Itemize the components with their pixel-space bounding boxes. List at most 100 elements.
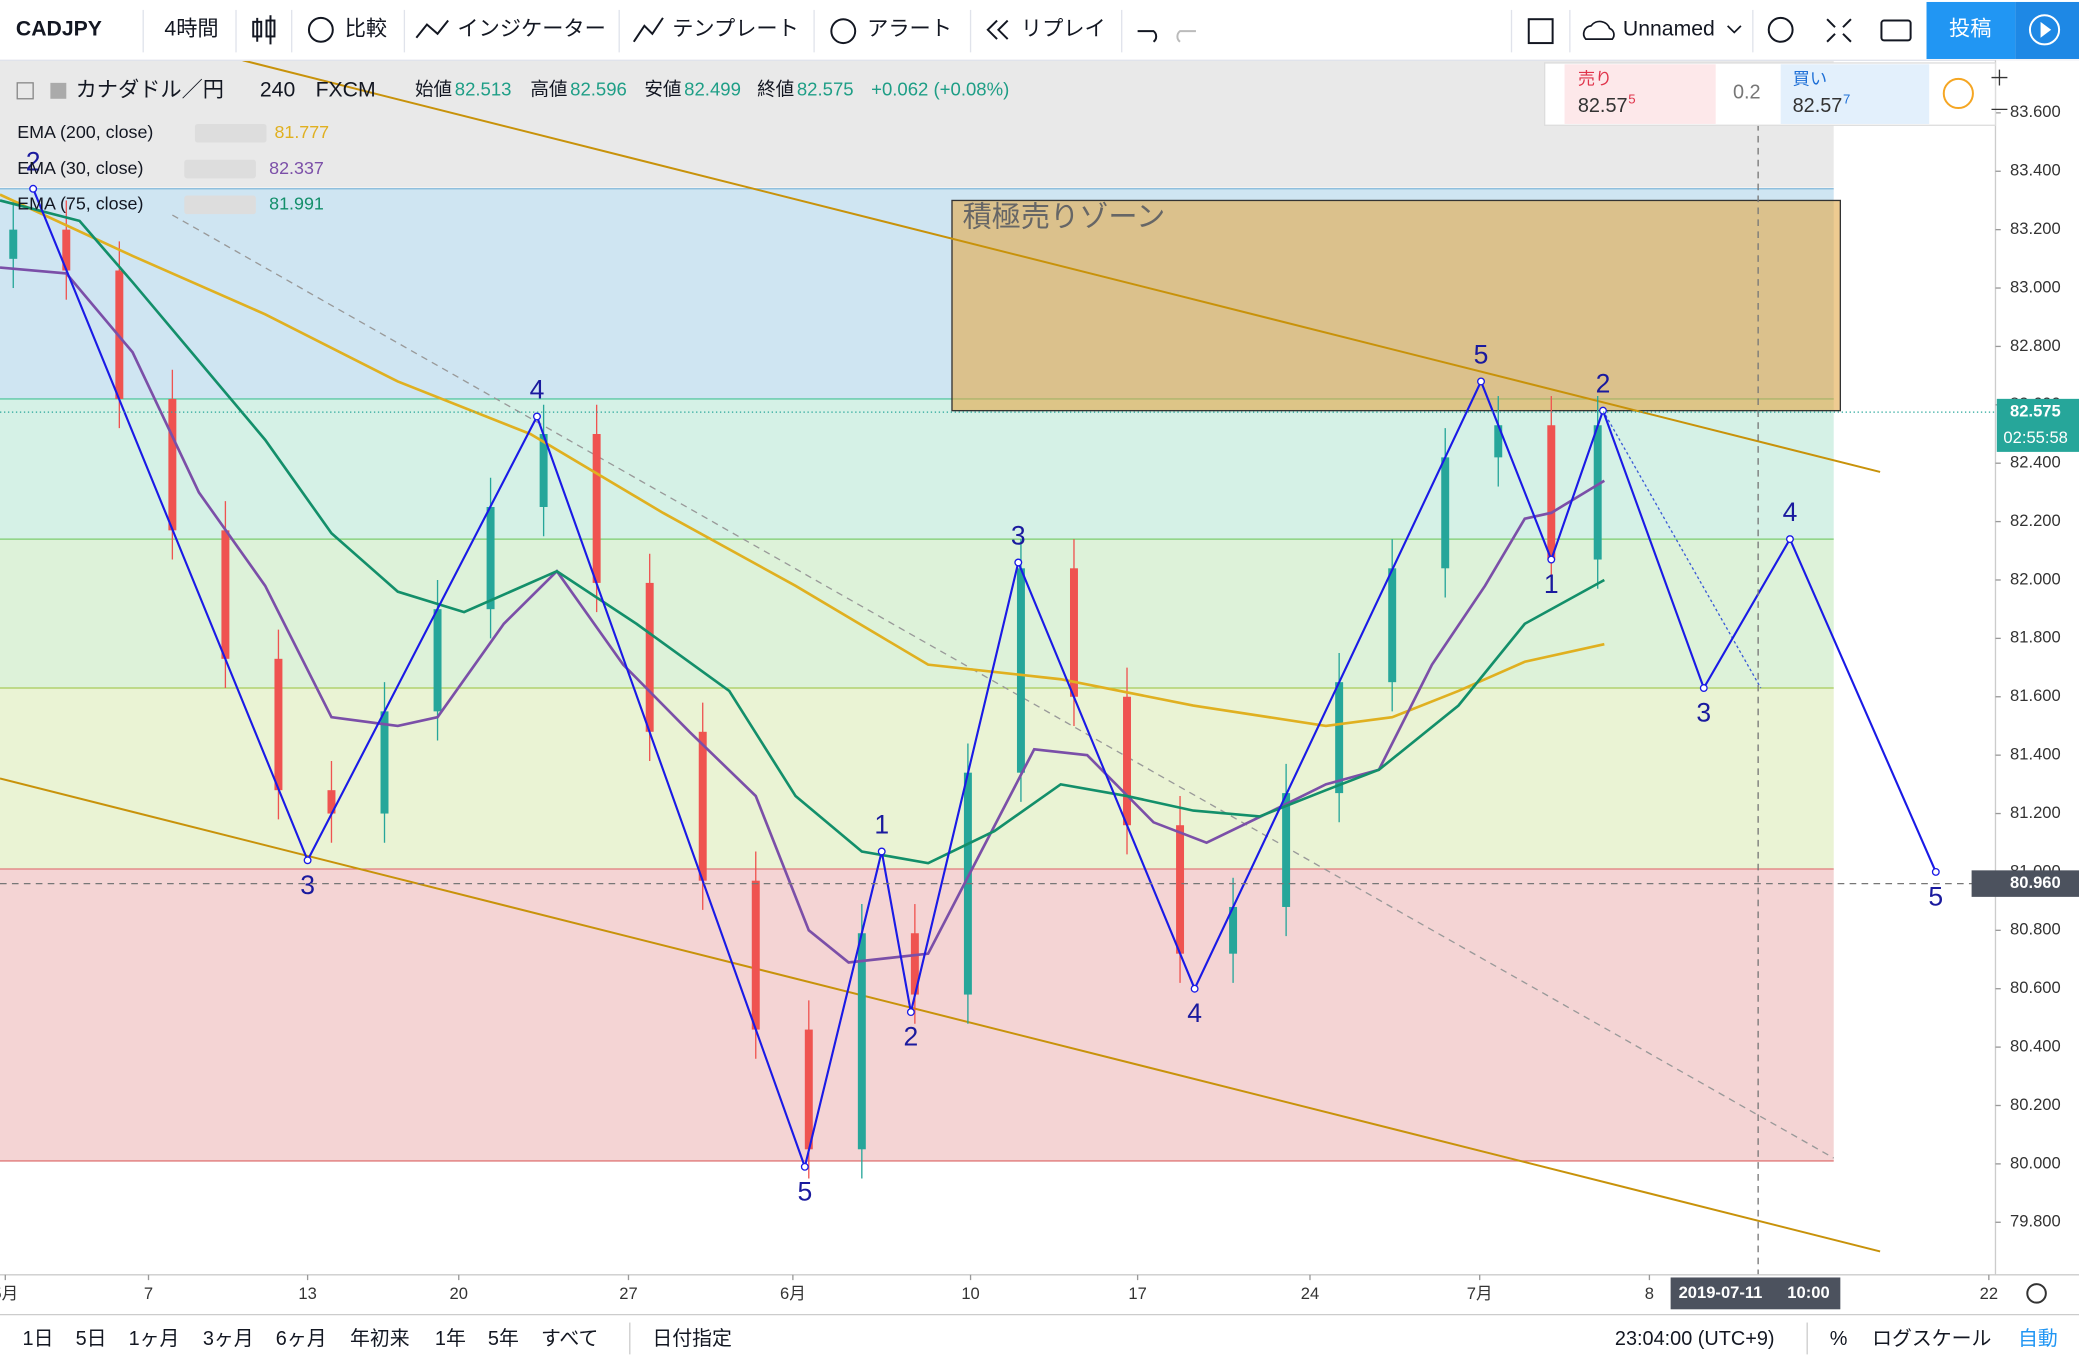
candle-body bbox=[1229, 906, 1238, 954]
settings-button[interactable] bbox=[1767, 16, 1794, 43]
indicators-button[interactable]: インジケーター bbox=[457, 17, 605, 40]
wave-point bbox=[800, 1162, 809, 1171]
publish-button[interactable]: 投稿 bbox=[1949, 16, 1991, 40]
redo-button[interactable] bbox=[1176, 30, 1196, 43]
range-button[interactable]: 6ヶ月 bbox=[276, 1328, 327, 1350]
wave-label: 2 bbox=[26, 147, 41, 177]
ohlc-value: 82.575 bbox=[797, 79, 854, 100]
ohlc-label: 始値 bbox=[415, 79, 452, 100]
time-axis-settings[interactable] bbox=[2026, 1283, 2047, 1304]
templates-button[interactable]: テンプレート bbox=[672, 17, 799, 40]
buy-sup: 7 bbox=[1843, 92, 1850, 107]
indicator-name[interactable]: EMA (30, close) bbox=[17, 158, 143, 178]
snapshot-button[interactable] bbox=[1880, 19, 1912, 42]
fullscreen-select[interactable] bbox=[1527, 18, 1554, 45]
toolbar: CADJPY 4時間 比較 インジケーター テンプレート アラート リプレイ U… bbox=[0, 1, 2079, 61]
ohlc-label: 安値 bbox=[644, 79, 681, 100]
x-tick-label: 27 bbox=[619, 1284, 637, 1303]
wave-label: 3 bbox=[1011, 520, 1026, 550]
candle-body bbox=[1123, 696, 1131, 826]
percent-toggle[interactable]: % bbox=[1830, 1328, 1848, 1350]
symbol[interactable]: CADJPY bbox=[16, 17, 102, 40]
wave-point bbox=[1190, 984, 1199, 993]
y-tick-label: 81.800 bbox=[2010, 628, 2061, 647]
clock[interactable]: 23:04:00 (UTC+9) bbox=[1615, 1328, 1775, 1350]
x-tick-label: 6月 bbox=[780, 1284, 806, 1303]
compare-icon[interactable] bbox=[307, 16, 334, 43]
indicator-name[interactable]: EMA (200, close) bbox=[17, 122, 153, 142]
y-tick-label: 82.800 bbox=[2010, 336, 2061, 355]
sell-price: 82.57 bbox=[1578, 95, 1628, 117]
wave-label: 1 bbox=[874, 809, 889, 839]
y-tick-label: 80.800 bbox=[2010, 920, 2061, 939]
range-button[interactable]: 1年 bbox=[435, 1328, 466, 1350]
replay-icon[interactable] bbox=[986, 19, 998, 40]
alert-button[interactable]: アラート bbox=[867, 17, 952, 40]
auto-toggle[interactable]: 自動 bbox=[2018, 1328, 2058, 1350]
indicator-controls[interactable] bbox=[184, 159, 256, 179]
undo-button[interactable] bbox=[1137, 30, 1158, 43]
trendline bbox=[1602, 410, 1762, 689]
x-tick-label: 24 bbox=[1301, 1284, 1319, 1303]
buy-label: 買い bbox=[1793, 69, 1827, 89]
top-shade bbox=[0, 60, 1834, 188]
replay-icon[interactable] bbox=[996, 19, 1009, 40]
crosshair-time: 10:00 bbox=[1787, 1283, 1829, 1302]
y-tick-label: 80.400 bbox=[2010, 1036, 2061, 1055]
zoom-buttons[interactable] bbox=[1991, 69, 2008, 111]
expand-button[interactable] bbox=[1826, 18, 1852, 43]
log-toggle[interactable]: ログスケール bbox=[1872, 1328, 1991, 1350]
indicator-controls[interactable] bbox=[184, 195, 256, 215]
range-button[interactable]: 1ヶ月 bbox=[129, 1328, 180, 1350]
candle-body bbox=[1016, 568, 1025, 773]
template-icon[interactable] bbox=[632, 17, 664, 43]
play-button[interactable] bbox=[2028, 14, 2061, 46]
y-tick-label: 79.800 bbox=[2010, 1212, 2061, 1231]
indicator-icon[interactable] bbox=[415, 19, 449, 39]
chart-type-icon[interactable] bbox=[252, 15, 276, 45]
info-icon[interactable] bbox=[1942, 77, 1974, 110]
replay-button[interactable]: リプレイ bbox=[1021, 17, 1106, 40]
wave-point bbox=[303, 856, 312, 865]
layout-menu[interactable] bbox=[1727, 25, 1742, 34]
legend-collapse[interactable] bbox=[16, 82, 34, 100]
legend-color bbox=[50, 82, 67, 99]
crosshair-price-label: 80.960 bbox=[2010, 873, 2061, 892]
wave-label: 4 bbox=[530, 374, 545, 404]
alert-icon[interactable] bbox=[830, 18, 857, 45]
range-button[interactable]: 5日 bbox=[76, 1328, 107, 1350]
cloud-icon[interactable] bbox=[1582, 20, 1615, 40]
x-tick-label: 7月 bbox=[1467, 1284, 1493, 1303]
candle-body bbox=[804, 1029, 813, 1150]
indicator-name[interactable]: EMA (75, close) bbox=[17, 194, 143, 214]
x-tick-label: 10 bbox=[961, 1284, 979, 1303]
indicator-controls[interactable] bbox=[194, 123, 267, 143]
wave-point bbox=[29, 184, 38, 193]
wave-point bbox=[533, 412, 541, 421]
interval-button[interactable]: 4時間 bbox=[164, 17, 218, 40]
goto-date[interactable]: 日付指定 bbox=[652, 1328, 732, 1350]
buy-bg[interactable] bbox=[1780, 64, 1930, 124]
candle-body bbox=[433, 609, 442, 712]
range-button[interactable]: 5年 bbox=[488, 1328, 519, 1350]
layout-name[interactable]: Unnamed bbox=[1623, 17, 1715, 40]
compare-button[interactable]: 比較 bbox=[345, 16, 387, 40]
candle-body bbox=[274, 658, 283, 791]
range-button[interactable]: 3ヶ月 bbox=[203, 1328, 254, 1350]
candle-body bbox=[1494, 425, 1503, 458]
range-button[interactable]: 年初来 bbox=[350, 1328, 410, 1350]
last-price-bg bbox=[1996, 398, 2079, 452]
candle-body bbox=[1282, 793, 1291, 907]
candle-body bbox=[1335, 682, 1344, 794]
wave-point bbox=[1699, 684, 1708, 692]
candle-body bbox=[221, 530, 230, 659]
candle-body bbox=[1176, 825, 1185, 954]
range-button[interactable]: 1日 bbox=[23, 1328, 54, 1350]
sell-bg[interactable] bbox=[1564, 64, 1716, 124]
candle-body bbox=[645, 582, 654, 732]
range-button[interactable]: すべて bbox=[541, 1328, 598, 1350]
sell-sup: 5 bbox=[1628, 92, 1635, 107]
bottom-bar: 1日 5日 1ヶ月 3ヶ月 6ヶ月 年初来 1年 5年 すべて 日付指定 23:04:00 (UTC… bbox=[0, 1313, 2079, 1355]
candle-body bbox=[62, 229, 71, 271]
